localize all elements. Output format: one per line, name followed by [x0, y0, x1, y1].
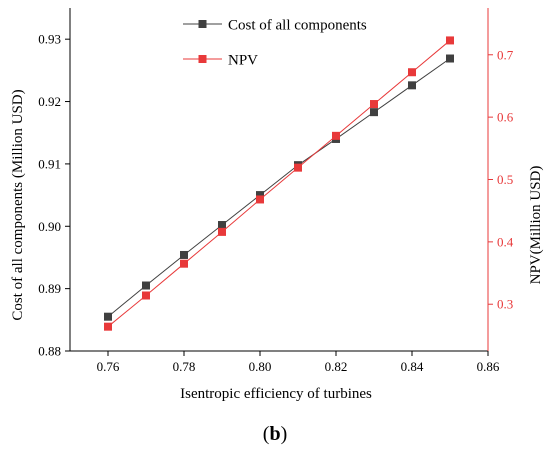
- left-y-tick-label: 0.90: [38, 219, 61, 234]
- cost-data-point: [446, 54, 454, 63]
- npv-data-point: [370, 100, 378, 109]
- cost-data-point: [104, 312, 112, 321]
- npv-data-point: [180, 259, 188, 268]
- right-y-tick-label: 0.3: [497, 297, 513, 312]
- left-y-axis-title: Cost of all components (Million USD): [10, 89, 26, 320]
- npv-data-point: [256, 195, 264, 204]
- npv-legend-marker: [198, 55, 207, 63]
- right-y-tick-label: 0.4: [497, 234, 514, 249]
- left-y-tick-label: 0.88: [38, 344, 61, 359]
- npv-data-point: [332, 131, 340, 140]
- npv-data-point: [104, 322, 112, 331]
- cost-data-point: [180, 250, 188, 259]
- cost-data-point: [218, 221, 226, 230]
- left-y-tick-label: 0.92: [38, 94, 61, 109]
- npv-data-point: [142, 291, 150, 300]
- plot-layer: 0.76 0.78 0.80 0.82 0.84 0.86 0.88 0.89 0.90 0.91…: [38, 8, 514, 374]
- x-tick-label: 0.76: [97, 359, 120, 374]
- npv-data-point: [446, 36, 454, 45]
- x-axis-title: Isentropic efficiency of turbines: [180, 386, 372, 402]
- x-tick-label: 0.84: [401, 359, 424, 374]
- cost-legend-marker: [198, 20, 207, 28]
- cost-data-point: [142, 281, 150, 290]
- npv-series-line: [107, 40, 451, 328]
- x-tick-label: 0.80: [249, 359, 272, 374]
- x-tick-label: 0.78: [173, 359, 196, 374]
- left-y-tick-label: 0.91: [38, 156, 61, 171]
- right-y-axis-title: NPV(Million USD): [528, 166, 544, 285]
- figure-caption-letter: b: [269, 423, 280, 445]
- cost-legend-label: Cost of all components: [228, 18, 367, 34]
- left-y-tick-label: 0.89: [38, 281, 61, 296]
- npv-data-point: [408, 68, 416, 77]
- cost-series-line: [107, 58, 451, 318]
- cost-data-point: [408, 81, 416, 90]
- npv-legend-label: NPV: [228, 53, 258, 69]
- x-tick-label: 0.82: [325, 359, 348, 374]
- legend: Cost of all components NPV: [183, 18, 367, 69]
- npv-data-point: [218, 227, 226, 236]
- right-y-tick-label: 0.6: [497, 110, 514, 125]
- x-tick-label: 0.86: [477, 359, 500, 374]
- cost-data-point: [370, 108, 378, 117]
- right-y-tick-label: 0.7: [497, 47, 514, 62]
- cost-data-point: [256, 191, 264, 200]
- npv-data-point: [294, 163, 302, 172]
- figure-caption: (b): [263, 423, 287, 445]
- right-y-tick-label: 0.5: [497, 172, 513, 187]
- left-y-tick-label: 0.93: [38, 32, 61, 47]
